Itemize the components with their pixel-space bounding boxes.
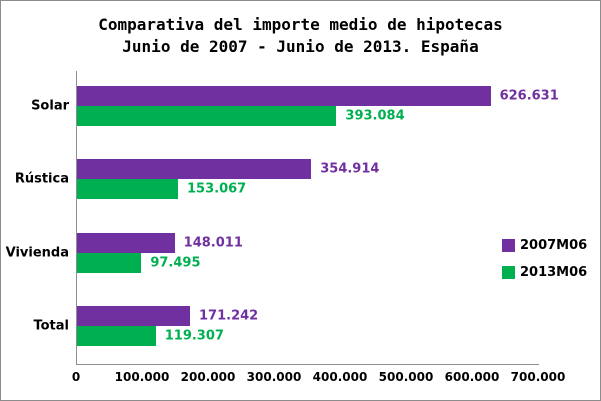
x-tick-label-100-000: 100.000	[114, 370, 170, 384]
legend-entry-2007m06: 2007M06	[502, 238, 587, 253]
bar-2007m06-total	[77, 305, 191, 326]
chart-title-line2: Junio de 2007 - Junio de 2013. España	[122, 37, 479, 56]
bar-value-label-2013m06-vivienda: 97.495	[150, 255, 201, 270]
category-label-r-stica: Rústica	[14, 171, 69, 187]
x-tick-label-500-000: 500.000	[378, 370, 434, 384]
category-label-solar: Solar	[31, 98, 69, 114]
category-label-total: Total	[33, 318, 69, 334]
bar-value-label-2007m06-solar: 626.631	[499, 88, 559, 104]
legend-swatch-2007m06	[502, 239, 515, 252]
bar-2007m06-vivienda	[77, 232, 175, 253]
bar-2013m06-total	[77, 325, 156, 346]
bar-value-label-2007m06-r-stica: 354.914	[320, 161, 380, 177]
bar-value-label-2007m06-vivienda: 148.011	[183, 235, 243, 250]
bar-2007m06-solar	[77, 86, 491, 106]
bar-value-label-2013m06-solar: 393.084	[345, 108, 405, 124]
plot-area: 626.631 393.084 354.914 153.067 148.011 97.49…	[76, 71, 559, 365]
legend-swatch-2013m06	[502, 266, 515, 279]
x-tick-label-300-000: 300.000	[246, 370, 302, 384]
bar-2007m06-r-stica	[77, 159, 312, 180]
legend: 2007M06 2013M06	[502, 238, 587, 292]
bar-value-label-2013m06-r-stica: 153.067	[187, 181, 247, 197]
x-tick-label-400-000: 400.000	[312, 370, 368, 384]
bar-value-label-2007m06-total: 171.242	[199, 308, 259, 324]
legend-label-2007m06: 2007M06	[520, 238, 588, 253]
bar-value-label-2013m06-total: 119.307	[164, 328, 224, 344]
x-tick-label-0: 0	[71, 370, 81, 384]
bar-2013m06-solar	[77, 106, 337, 126]
chart-title-line1: Comparativa del importe medio de hipotec…	[98, 15, 503, 34]
x-tick-label-700-000: 700.000	[510, 370, 566, 384]
bar-2013m06-vivienda	[77, 252, 142, 273]
chart-title: Comparativa del importe medio de hipotec…	[1, 14, 600, 58]
x-tick-label-600-000: 600.000	[444, 370, 500, 384]
legend-label-2013m06: 2013M06	[520, 265, 588, 280]
category-label-vivienda: Vivienda	[5, 245, 69, 260]
legend-entry-2013m06: 2013M06	[502, 265, 587, 280]
x-tick-label-200-000: 200.000	[180, 370, 236, 384]
bar-2013m06-r-stica	[77, 179, 179, 200]
